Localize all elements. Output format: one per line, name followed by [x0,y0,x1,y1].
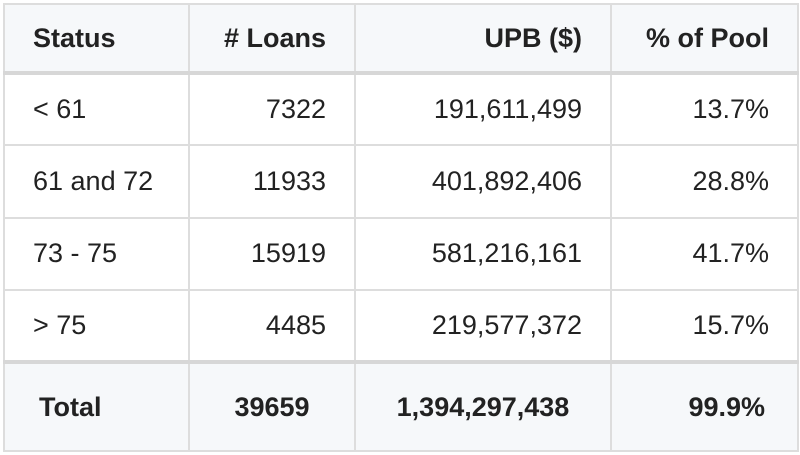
cell-loans: 15919 [188,216,356,291]
header-row: Status # Loans UPB ($) % of Pool [3,3,799,75]
cell-upb: 401,892,406 [354,144,612,219]
cell-status: < 61 [3,71,190,147]
header-loans: # Loans [188,3,356,75]
table-header: Status # Loans UPB ($) % of Pool [3,3,799,75]
cell-upb: 191,611,499 [354,71,612,147]
total-upb: 1,394,297,438 [354,360,612,452]
cell-loans: 7322 [188,71,356,147]
cell-upb: 219,577,372 [354,288,612,364]
header-upb: UPB ($) [354,3,612,75]
table-row: < 61 7322 191,611,499 13.7% [3,71,799,147]
cell-status: 61 and 72 [3,144,190,219]
loan-status-table: Status # Loans UPB ($) % of Pool < 61 73… [3,3,799,452]
cell-pool-percent: 15.7% [610,288,799,364]
cell-pool-percent: 41.7% [610,216,799,291]
total-label: Total [3,360,190,452]
table-body: < 61 7322 191,611,499 13.7% 61 and 72 11… [3,71,799,364]
total-pool-percent: 99.9% [610,360,799,452]
header-status: Status [3,3,190,75]
table-row: > 75 4485 219,577,372 15.7% [3,288,799,364]
table-footer: Total 39659 1,394,297,438 99.9% [3,360,799,452]
total-loans: 39659 [188,360,356,452]
total-row: Total 39659 1,394,297,438 99.9% [3,360,799,452]
table-row: 73 - 75 15919 581,216,161 41.7% [3,216,799,291]
table-row: 61 and 72 11933 401,892,406 28.8% [3,144,799,219]
header-pool-percent: % of Pool [610,3,799,75]
cell-loans: 11933 [188,144,356,219]
cell-pool-percent: 13.7% [610,71,799,147]
cell-loans: 4485 [188,288,356,364]
cell-status: > 75 [3,288,190,364]
cell-status: 73 - 75 [3,216,190,291]
cell-pool-percent: 28.8% [610,144,799,219]
cell-upb: 581,216,161 [354,216,612,291]
